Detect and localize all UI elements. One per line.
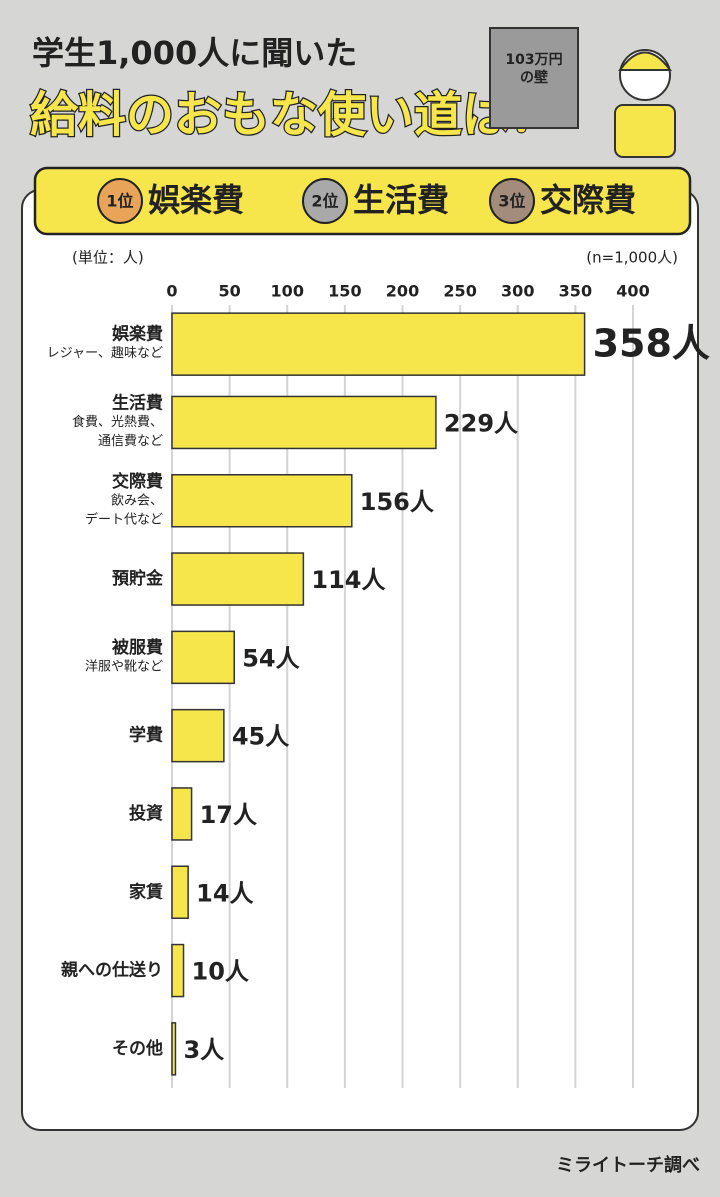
value-label: 17人 bbox=[200, 801, 257, 829]
x-tick-label: 400 bbox=[616, 282, 649, 301]
category-label: 預貯金 bbox=[112, 568, 164, 589]
category-sublabel: デート代など bbox=[85, 511, 163, 527]
bar bbox=[171, 708, 225, 763]
category-sublabel: 洋服や靴など bbox=[85, 659, 163, 674]
x-tick-label: 300 bbox=[501, 282, 534, 301]
value-label: 45人 bbox=[232, 723, 289, 751]
rank-number: 1位 bbox=[106, 192, 133, 211]
value-label: 10人 bbox=[192, 958, 249, 986]
source: ミライトーチ調べ bbox=[556, 1154, 700, 1176]
category-label: 交際費 bbox=[112, 471, 163, 492]
unit-label: (単位：人) bbox=[72, 249, 144, 267]
bar bbox=[171, 943, 185, 998]
bar bbox=[171, 787, 193, 841]
bar bbox=[171, 1022, 177, 1076]
rank-badge bbox=[302, 178, 348, 224]
x-tick-label: 350 bbox=[559, 282, 592, 301]
rank-number: 3位 bbox=[498, 192, 525, 211]
x-tick-label: 0 bbox=[166, 282, 177, 301]
value-label: 114人 bbox=[311, 566, 385, 594]
x-tick-label: 200 bbox=[386, 282, 419, 301]
rank-number: 2位 bbox=[311, 192, 338, 211]
body bbox=[614, 104, 676, 158]
ranking: 1位 娯楽費 2位 生活費 3位 交際費 bbox=[97, 178, 636, 224]
category-label: 投資 bbox=[129, 803, 163, 824]
bar bbox=[171, 395, 437, 450]
rank-label: 娯楽費 bbox=[148, 181, 244, 219]
bar bbox=[171, 865, 189, 919]
book-shape bbox=[489, 27, 579, 129]
category-label: 学費 bbox=[129, 725, 163, 746]
book-label: の壁 bbox=[520, 69, 548, 86]
x-tick-label: 150 bbox=[328, 282, 361, 301]
x-tick-label: 50 bbox=[218, 282, 240, 301]
headline: 給料のおもな使い道は？ bbox=[30, 87, 558, 143]
category-sublabel: レジャー、趣味など bbox=[47, 346, 163, 361]
bar bbox=[171, 630, 235, 685]
rank-label: 生活費 bbox=[353, 181, 449, 219]
category-label: 生活費 bbox=[112, 392, 163, 413]
value-label: 54人 bbox=[242, 644, 299, 672]
rank-badge bbox=[97, 178, 143, 224]
rank-label: 交際費 bbox=[540, 181, 636, 219]
x-tick-label: 100 bbox=[271, 282, 304, 301]
category-label: 被服費 bbox=[112, 637, 163, 658]
category-sublabel: 通信費など bbox=[98, 434, 163, 449]
category-label: 親への仕送り bbox=[61, 960, 163, 981]
title: 学生1,000人に聞いた bbox=[32, 34, 357, 72]
book-label: 103万円 bbox=[505, 52, 562, 68]
sample-label: (n=1,000人) bbox=[586, 249, 678, 267]
category-sublabel: 食費、光熱費、 bbox=[72, 414, 163, 430]
character bbox=[614, 49, 676, 158]
book: 103万円 の壁 bbox=[489, 27, 579, 129]
value-label: 156人 bbox=[360, 488, 434, 516]
rank-badge bbox=[489, 178, 535, 224]
plot: 0 50 100 150 200 250 300 350 400 358人 娯楽費レジャー、趣味など… bbox=[47, 282, 710, 1088]
cap bbox=[618, 51, 672, 71]
value-label: 3人 bbox=[183, 1036, 224, 1064]
category-sublabel: 飲み会、 bbox=[111, 492, 163, 508]
bar bbox=[171, 474, 353, 528]
value-label: 358人 bbox=[593, 322, 710, 366]
value-label: 14人 bbox=[196, 879, 253, 907]
x-tick-label: 250 bbox=[443, 282, 476, 301]
category-label: 家賃 bbox=[129, 881, 163, 902]
bar bbox=[171, 552, 305, 606]
value-label: 229人 bbox=[444, 409, 518, 437]
bar bbox=[171, 312, 586, 376]
category-label: 娯楽費 bbox=[112, 324, 163, 345]
category-label: その他 bbox=[112, 1038, 163, 1059]
